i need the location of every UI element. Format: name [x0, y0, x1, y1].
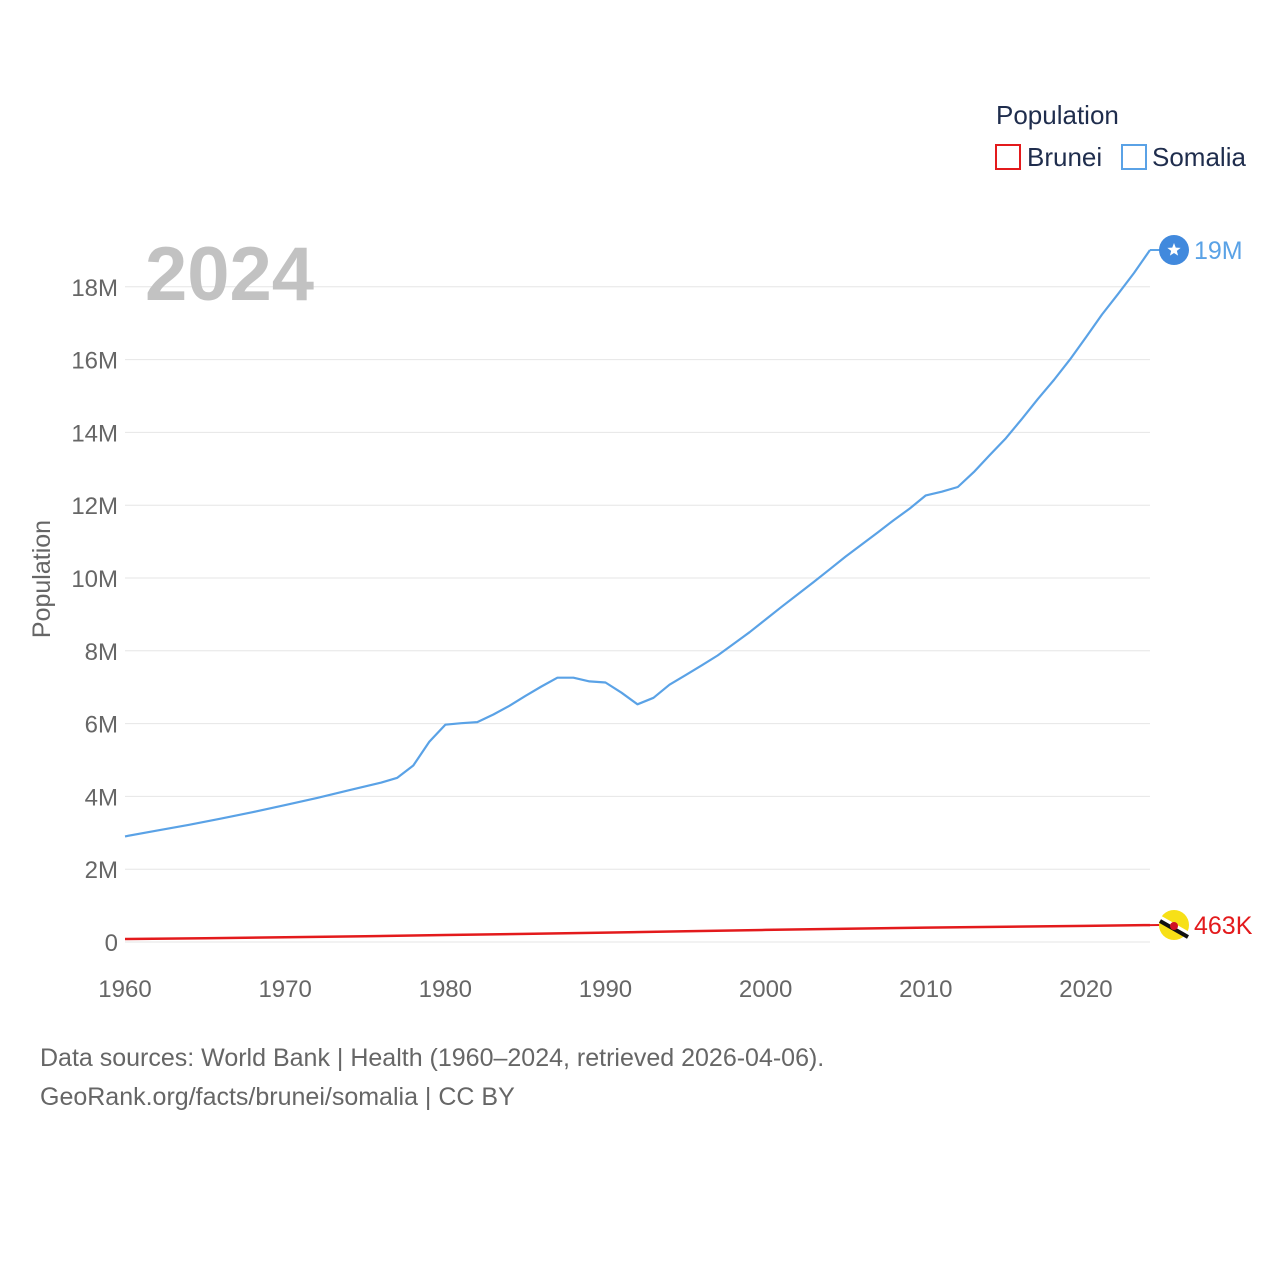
y-tick-label: 0 — [105, 930, 118, 957]
x-tick-label: 2020 — [1059, 976, 1112, 1003]
series-line-brunei[interactable] — [124, 923, 1151, 941]
y-tick-label: 4M — [85, 784, 118, 811]
somalia-flag-icon — [1159, 235, 1189, 265]
brunei-flag-icon — [1158, 910, 1190, 940]
legend-swatch-somalia — [1121, 144, 1147, 170]
series-lines — [124, 249, 1151, 941]
y-tick-label: 16M — [71, 348, 118, 375]
y-axis-ticks: 0 2M 4M 6M 8M 10M 12M 14M 16M 18M — [71, 275, 118, 957]
series-end-markers: 463K 19M — [1149, 235, 1253, 940]
footer-sources: Data sources: World Bank | Health (1960–… — [40, 1044, 825, 1072]
legend: Population Brunei Somalia — [995, 100, 1246, 172]
legend-title: Population — [996, 100, 1119, 130]
x-tick-label: 1960 — [98, 976, 151, 1003]
y-tick-label: 2M — [85, 857, 118, 884]
legend-swatch-brunei — [995, 144, 1021, 170]
y-tick-label: 14M — [71, 420, 118, 447]
year-label: 2024 — [145, 232, 314, 317]
legend-label-somalia: Somalia — [1152, 142, 1246, 172]
gridlines — [125, 286, 1150, 943]
end-label-brunei: 463K — [1194, 912, 1253, 940]
y-tick-label: 12M — [71, 493, 118, 520]
x-axis-ticks: 1960 1970 1980 1990 2000 2010 2020 — [98, 976, 1112, 1003]
x-tick-label: 1980 — [419, 976, 472, 1003]
legend-item-brunei[interactable]: Brunei — [995, 142, 1102, 172]
legend-label-brunei: Brunei — [1027, 142, 1102, 172]
footer-attribution[interactable]: GeoRank.org/facts/brunei/somalia | CC BY — [40, 1083, 515, 1111]
legend-item-somalia[interactable]: Somalia — [1121, 142, 1246, 172]
y-tick-label: 10M — [71, 566, 118, 593]
y-axis-title: Population — [28, 520, 56, 638]
y-tick-label: 6M — [85, 712, 118, 739]
y-tick-label: 8M — [85, 639, 118, 666]
x-tick-label: 2010 — [899, 976, 952, 1003]
end-label-somalia: 19M — [1194, 237, 1243, 265]
series-line-somalia[interactable] — [124, 249, 1151, 838]
x-tick-label: 1990 — [579, 976, 632, 1003]
y-tick-label: 18M — [71, 275, 118, 302]
population-line-chart: 0 2M 4M 6M 8M 10M 12M 14M 16M 18M 1960 1970 1980 199… — [28, 100, 1253, 1003]
x-tick-label: 1970 — [258, 976, 311, 1003]
x-tick-label: 2000 — [739, 976, 792, 1003]
